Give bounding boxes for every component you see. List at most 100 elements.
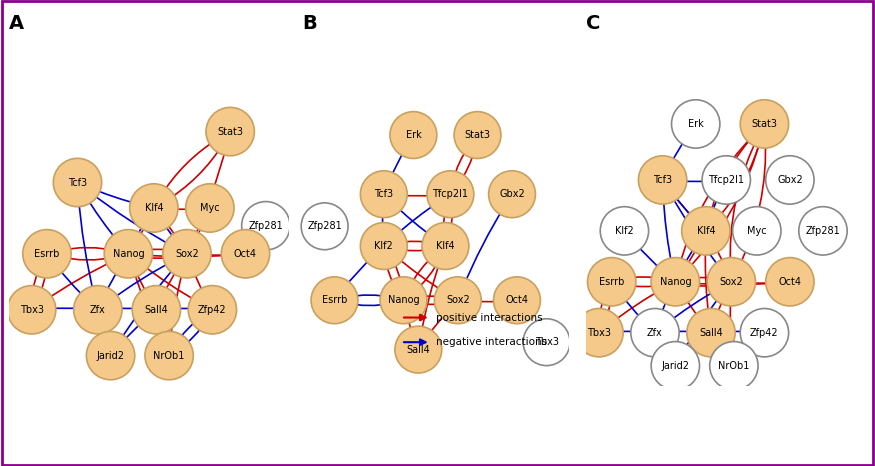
- Text: Erk: Erk: [405, 130, 421, 140]
- FancyArrowPatch shape: [138, 253, 234, 257]
- FancyArrowPatch shape: [108, 258, 178, 302]
- Circle shape: [23, 230, 71, 278]
- Circle shape: [301, 203, 348, 250]
- Circle shape: [710, 342, 758, 390]
- Text: Zfx: Zfx: [90, 305, 106, 315]
- FancyArrowPatch shape: [59, 247, 119, 252]
- Text: Sall4: Sall4: [699, 328, 723, 338]
- Text: Oct4: Oct4: [234, 249, 257, 259]
- Text: Zfp42: Zfp42: [750, 328, 779, 338]
- FancyArrowPatch shape: [621, 283, 664, 288]
- Text: NrOb1: NrOb1: [718, 361, 750, 371]
- Circle shape: [422, 223, 469, 269]
- FancyArrowPatch shape: [85, 189, 177, 248]
- Text: Klf2: Klf2: [374, 241, 393, 251]
- FancyArrowPatch shape: [381, 204, 385, 234]
- Text: Tfcp2l1: Tfcp2l1: [708, 175, 745, 185]
- FancyArrowPatch shape: [408, 252, 438, 289]
- FancyArrowPatch shape: [37, 266, 48, 301]
- Text: Tbx3: Tbx3: [535, 337, 558, 347]
- Text: Nanog: Nanog: [113, 249, 144, 259]
- FancyArrowPatch shape: [385, 256, 397, 290]
- Text: Myc: Myc: [200, 203, 220, 213]
- FancyArrowPatch shape: [730, 292, 734, 354]
- Text: Gbx2: Gbx2: [777, 175, 802, 185]
- Circle shape: [427, 171, 474, 218]
- Text: B: B: [302, 14, 317, 33]
- FancyArrowPatch shape: [467, 299, 505, 304]
- Circle shape: [740, 308, 788, 357]
- FancyArrowPatch shape: [391, 253, 448, 294]
- FancyArrowPatch shape: [391, 201, 436, 239]
- Circle shape: [702, 156, 751, 204]
- FancyArrowPatch shape: [681, 239, 700, 271]
- FancyArrowPatch shape: [664, 287, 723, 325]
- FancyArrowPatch shape: [132, 263, 150, 300]
- Circle shape: [631, 308, 679, 357]
- Text: Esrrb: Esrrb: [322, 295, 347, 305]
- FancyArrowPatch shape: [109, 306, 146, 311]
- FancyArrowPatch shape: [392, 199, 442, 238]
- FancyArrowPatch shape: [41, 258, 119, 303]
- FancyArrowPatch shape: [82, 191, 121, 245]
- Circle shape: [454, 112, 500, 158]
- FancyArrowPatch shape: [191, 143, 228, 245]
- FancyArrowPatch shape: [677, 131, 758, 270]
- FancyArrowPatch shape: [728, 133, 760, 270]
- Circle shape: [434, 277, 481, 324]
- Circle shape: [132, 286, 180, 334]
- FancyArrowPatch shape: [668, 189, 724, 273]
- FancyArrowPatch shape: [667, 329, 701, 334]
- Circle shape: [766, 258, 814, 306]
- Text: Sox2: Sox2: [446, 295, 470, 305]
- FancyArrowPatch shape: [161, 262, 181, 299]
- Circle shape: [766, 156, 814, 204]
- Circle shape: [732, 207, 781, 255]
- FancyArrowPatch shape: [683, 339, 704, 357]
- FancyArrowPatch shape: [709, 189, 722, 219]
- FancyArrowPatch shape: [394, 193, 438, 198]
- FancyArrowPatch shape: [138, 255, 176, 260]
- FancyArrowPatch shape: [687, 276, 722, 281]
- Circle shape: [707, 258, 755, 306]
- Text: A: A: [9, 14, 24, 33]
- Text: Jarid2: Jarid2: [662, 361, 690, 371]
- FancyArrowPatch shape: [163, 142, 224, 203]
- Circle shape: [53, 158, 102, 207]
- FancyArrowPatch shape: [140, 248, 178, 252]
- Text: Jarid2: Jarid2: [96, 350, 124, 361]
- FancyArrowPatch shape: [685, 281, 778, 285]
- FancyArrowPatch shape: [52, 261, 89, 302]
- Text: Oct4: Oct4: [779, 277, 802, 287]
- FancyArrowPatch shape: [344, 302, 392, 306]
- FancyArrowPatch shape: [714, 291, 727, 322]
- Text: Erk: Erk: [688, 119, 704, 129]
- FancyArrowPatch shape: [158, 320, 165, 344]
- FancyArrowPatch shape: [457, 147, 477, 186]
- FancyArrowPatch shape: [168, 263, 185, 344]
- Text: Tbx3: Tbx3: [587, 328, 611, 338]
- Text: Tbx3: Tbx3: [19, 305, 44, 315]
- Circle shape: [360, 171, 407, 218]
- Text: Zfp281: Zfp281: [307, 221, 342, 231]
- FancyArrowPatch shape: [736, 136, 767, 273]
- FancyArrowPatch shape: [131, 263, 164, 345]
- Text: Zfp281: Zfp281: [806, 226, 840, 236]
- FancyArrowPatch shape: [597, 290, 607, 321]
- FancyArrowPatch shape: [133, 216, 149, 243]
- FancyArrowPatch shape: [57, 255, 117, 260]
- Circle shape: [651, 342, 699, 390]
- FancyArrowPatch shape: [608, 287, 667, 325]
- FancyArrowPatch shape: [413, 302, 446, 306]
- FancyArrowPatch shape: [668, 188, 697, 223]
- FancyArrowPatch shape: [741, 281, 778, 285]
- FancyArrowPatch shape: [604, 294, 613, 324]
- FancyArrowPatch shape: [419, 255, 442, 338]
- Circle shape: [163, 230, 211, 278]
- FancyArrowPatch shape: [618, 290, 647, 324]
- FancyArrowPatch shape: [462, 203, 507, 289]
- Text: Tfcp2l1: Tfcp2l1: [432, 189, 468, 199]
- FancyArrowPatch shape: [682, 136, 763, 275]
- Text: Nanog: Nanog: [388, 295, 419, 305]
- Text: Sall4: Sall4: [144, 305, 168, 315]
